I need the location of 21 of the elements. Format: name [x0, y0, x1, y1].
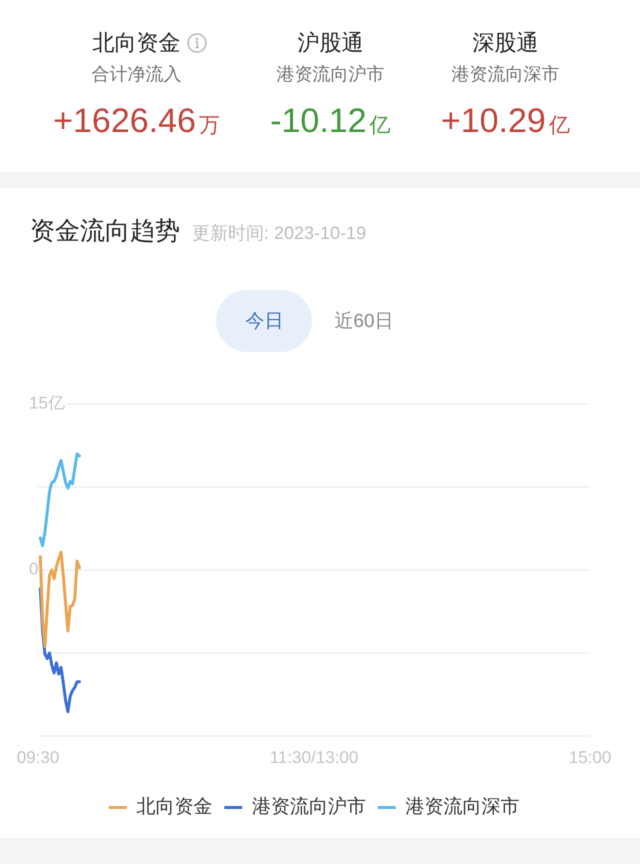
- text: 港资流向深市: [451, 63, 560, 86]
- text: 近60日: [334, 310, 394, 334]
- legend-label: 港资流向深市: [405, 796, 520, 818]
- legend-label: 港资流向沪市: [252, 796, 366, 818]
- x-tick-label: 09:30: [16, 748, 60, 767]
- text: +10.29亿: [440, 102, 570, 140]
- text: +1626.46万: [53, 102, 220, 140]
- text: 港资流向沪市: [276, 63, 384, 86]
- category-label: 北向资金: [92, 29, 181, 57]
- y-tick-label: 15亿: [29, 394, 65, 413]
- text: -10.12亿: [270, 102, 391, 140]
- chart-subtitle: 更新时间: 2023-10-19: [192, 222, 366, 245]
- y-tick-label: 0: [29, 560, 38, 579]
- category-label: 沪股通: [297, 29, 364, 57]
- chart-title: 资金流向趋势: [30, 216, 180, 247]
- legend-label: 北向资金: [136, 796, 212, 818]
- category-label: 深股通: [472, 29, 538, 57]
- x-tick-label: 15:00: [568, 748, 612, 767]
- x-tick-label: 11:30/13:00: [270, 748, 358, 767]
- selected-tab: 今日: [216, 290, 312, 352]
- text: 合计净流入: [92, 63, 182, 86]
